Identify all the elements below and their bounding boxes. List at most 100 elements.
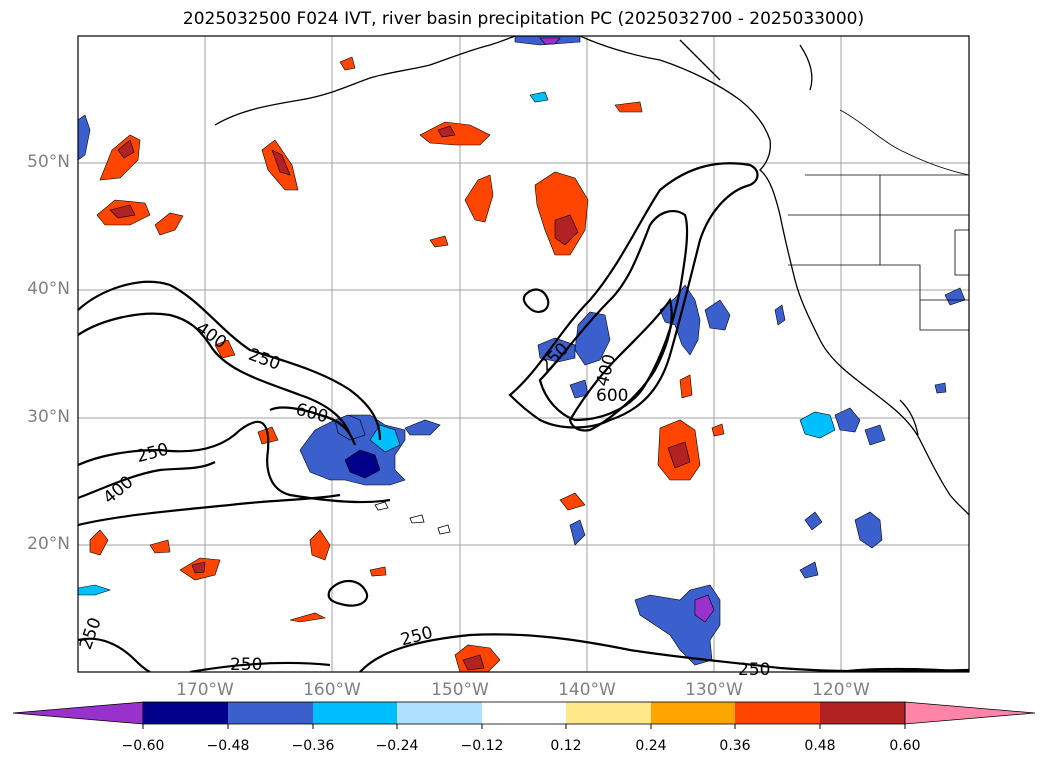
patch [339, 56, 356, 71]
contour-label: 600 [596, 386, 628, 406]
map-title: 2025032500 F024 IVT, river basin precipi… [182, 9, 865, 29]
patch [419, 121, 491, 146]
patch [191, 561, 206, 574]
lon-label: 140°W [558, 680, 616, 700]
ivt-contours [78, 162, 969, 672]
colorbar-segment [397, 702, 482, 724]
patch [569, 519, 586, 546]
colorbar-segment [143, 702, 228, 724]
colorbar-tick-label: 0.24 [635, 738, 667, 754]
lon-label: 160°W [303, 680, 361, 700]
colorbar-segment [651, 702, 735, 724]
contour-label: 250 [398, 623, 435, 651]
map-area [78, 36, 969, 672]
patch [78, 114, 91, 161]
colorbar-segment [313, 702, 397, 724]
contour-250-ne [839, 667, 969, 672]
colorbar-segment [820, 702, 905, 724]
hawaiian-islands [374, 501, 451, 535]
contour-label: 600 [294, 400, 331, 428]
patch [569, 379, 589, 399]
patch [694, 594, 715, 623]
coastline [214, 36, 969, 516]
patch [539, 37, 561, 45]
contour-label: 250 [246, 345, 283, 375]
contour-lower [78, 493, 341, 527]
patch [774, 304, 786, 326]
lon-label: 150°W [431, 680, 489, 700]
patch [554, 214, 579, 246]
colorbar-extend-low [12, 701, 144, 725]
colorbar-tick-label: −0.24 [375, 738, 419, 754]
patch [109, 204, 136, 219]
colorbar-tick-label: −0.60 [121, 738, 165, 754]
contour-small-loop-2 [522, 288, 550, 314]
contour-600-west [269, 406, 357, 446]
patch [344, 449, 381, 479]
lat-label: 50°N [27, 152, 70, 172]
contour-small-loop [327, 579, 369, 607]
contour-label: 250 [134, 439, 171, 467]
colorbar-frame [142, 701, 906, 725]
patch [834, 407, 861, 433]
lon-label: 170°W [176, 680, 234, 700]
patch [799, 561, 819, 579]
contour-north-inner [538, 210, 689, 422]
borders [788, 109, 969, 331]
patch [537, 337, 576, 363]
patch [799, 411, 836, 439]
colorbar-tick-label: −0.12 [460, 738, 504, 754]
patch [464, 174, 494, 223]
patch [99, 134, 141, 181]
graticule [78, 36, 969, 672]
colorbar-segment [228, 702, 313, 724]
lat-label: 40°N [27, 279, 70, 299]
colorbar-segment [482, 702, 566, 724]
patch [614, 101, 643, 113]
patch [711, 423, 725, 437]
patch [854, 511, 883, 549]
patch [271, 149, 291, 176]
patch [89, 529, 109, 556]
colorbar-tick-label: −0.48 [206, 738, 250, 754]
lon-label: 120°W [812, 680, 870, 700]
patch [289, 612, 326, 623]
contour-label: 250 [76, 615, 106, 652]
lat-label: 20°N [27, 534, 70, 554]
colorbar-extend-high [904, 701, 1036, 725]
colorbar-segment [566, 702, 651, 724]
patch [667, 441, 691, 469]
contour-north-arc [508, 162, 759, 429]
patch [462, 654, 485, 671]
patch [429, 235, 449, 248]
patch [78, 584, 111, 596]
patch [369, 566, 387, 577]
patch [154, 212, 184, 236]
patch [934, 382, 947, 394]
colorbar-segment [735, 702, 820, 724]
contour-600-north [568, 297, 673, 432]
patch [437, 125, 456, 138]
patch [149, 539, 171, 554]
colorbar-tick-label: 0.60 [889, 738, 921, 754]
patch [574, 311, 611, 366]
patch [404, 419, 441, 436]
patch [214, 339, 236, 359]
patch [529, 91, 549, 103]
colorbar-tick-label: −0.36 [291, 738, 335, 754]
contour-lower-2 [189, 661, 331, 672]
contour-label: 250 [230, 655, 262, 675]
contour-400-west [78, 312, 352, 436]
contour-bottom-left [78, 637, 151, 672]
patch [804, 511, 823, 531]
colorbar-tick-label: 0.12 [550, 738, 582, 754]
contour-400-south [78, 461, 216, 500]
patch [679, 374, 693, 399]
patch [704, 299, 731, 331]
contour-bottom [359, 633, 969, 672]
patch [559, 492, 586, 511]
patch [117, 139, 135, 159]
colorbar-tick-label: 0.36 [719, 738, 751, 754]
patch [944, 287, 966, 306]
